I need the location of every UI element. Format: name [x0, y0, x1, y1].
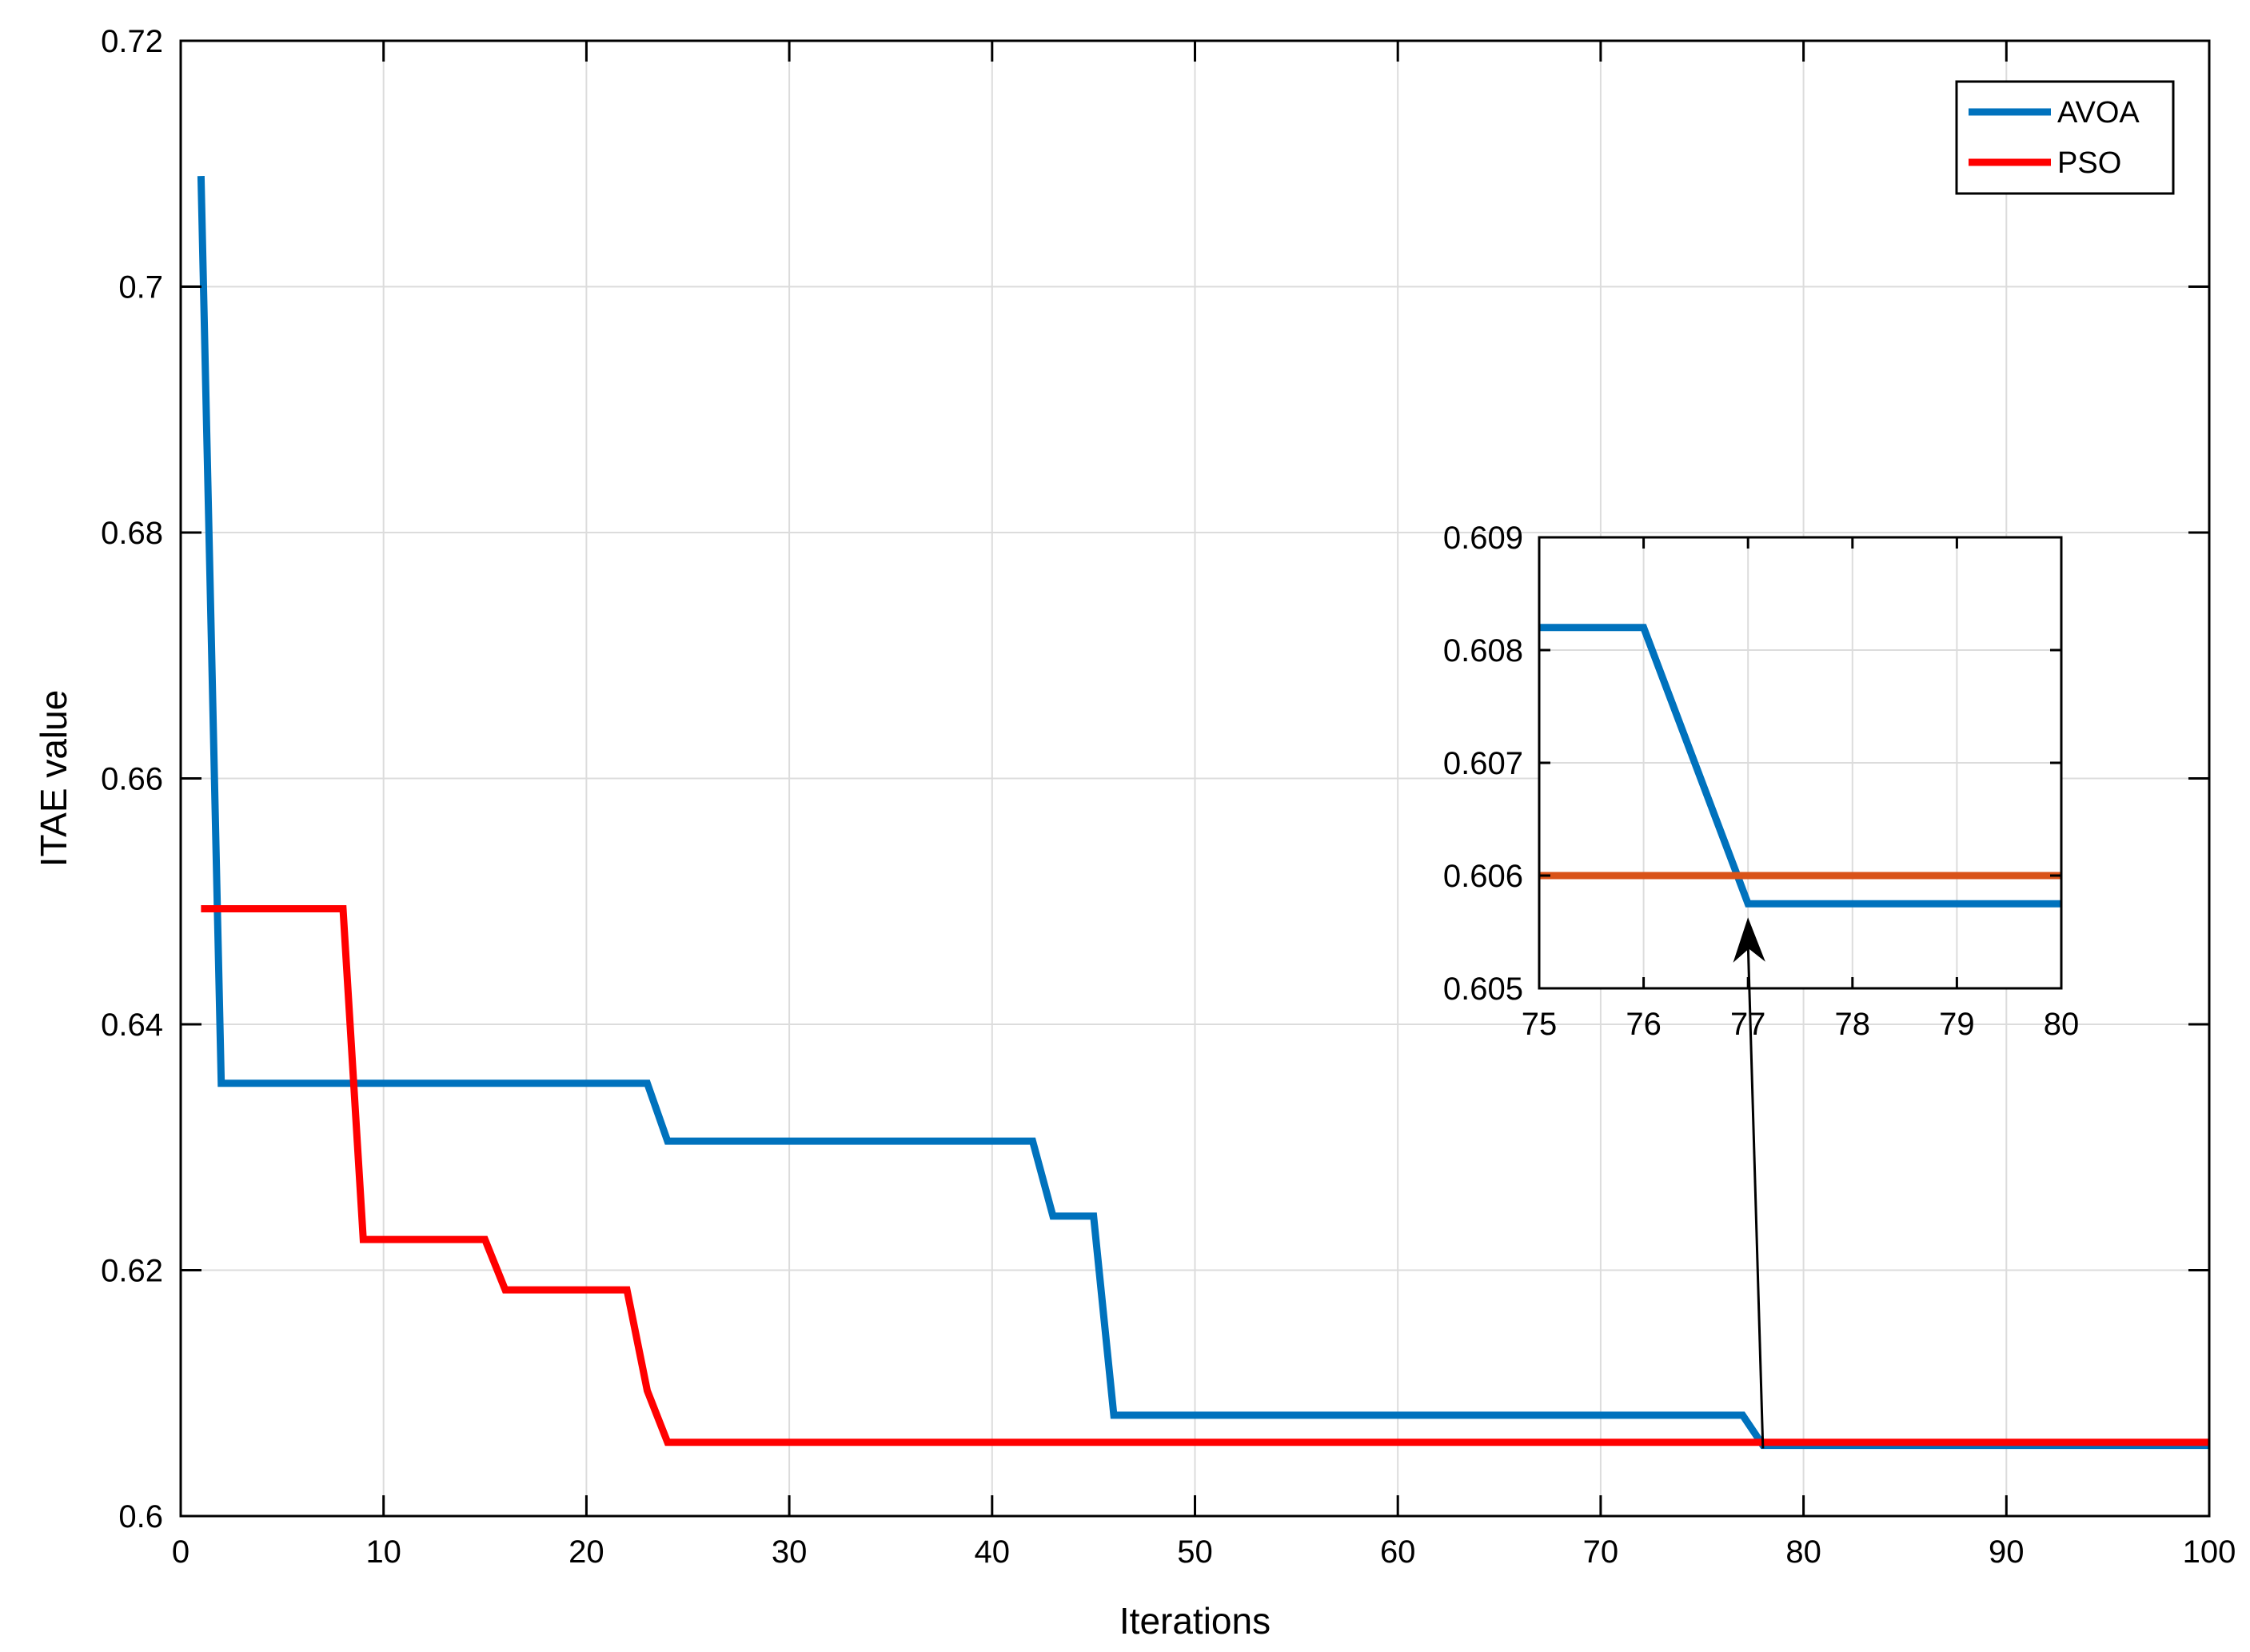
inset-x-tick-label: 76 — [1626, 1007, 1662, 1042]
inset-x-tick-label: 80 — [2044, 1007, 2080, 1042]
main-x-tick-label: 20 — [568, 1534, 604, 1570]
inset-axes — [1539, 537, 2061, 988]
inset-x-tick-label: 75 — [1522, 1007, 1558, 1042]
main-x-tick-label: 100 — [2183, 1534, 2236, 1570]
x-axis-title: Iterations — [1119, 1600, 1271, 1642]
main-y-tick-label: 0.72 — [101, 24, 163, 59]
inset-y-tick-label: 0.605 — [1443, 972, 1523, 1007]
main-x-tick-label: 90 — [1989, 1534, 2025, 1570]
legend: AVOA PSO — [1957, 82, 2173, 194]
main-y-tick-label: 0.62 — [101, 1254, 163, 1289]
main-x-tick-label: 80 — [1785, 1534, 1821, 1570]
main-y-tick-label: 0.66 — [101, 762, 163, 797]
inset-x-tick-label: 77 — [1730, 1007, 1766, 1042]
main-y-tick-label: 0.68 — [101, 516, 163, 551]
main-y-tick-label: 0.6 — [118, 1499, 163, 1534]
main-x-tick-label: 70 — [1583, 1534, 1619, 1570]
main-x-tick-label: 10 — [365, 1534, 401, 1570]
main-x-tick-label: 50 — [1177, 1534, 1213, 1570]
main-x-tick-label: 40 — [975, 1534, 1011, 1570]
y-axis-title: ITAE value — [33, 690, 74, 868]
inset-y-tick-label: 0.606 — [1443, 859, 1523, 894]
main-y-tick-label: 0.64 — [101, 1008, 163, 1043]
main-x-tick-label: 60 — [1380, 1534, 1416, 1570]
legend-label-pso: PSO — [2057, 146, 2121, 180]
legend-label-avoa: AVOA — [2057, 96, 2140, 130]
main-y-tick-label: 0.7 — [118, 270, 163, 305]
inset-y-tick-label: 0.608 — [1443, 633, 1523, 668]
inset-x-tick-label: 79 — [1939, 1007, 1975, 1042]
inset-y-tick-label: 0.609 — [1443, 521, 1523, 556]
main-x-tick-label: 30 — [772, 1534, 808, 1570]
inset-y-tick-label: 0.607 — [1443, 746, 1523, 781]
inset-x-tick-label: 78 — [1835, 1007, 1871, 1042]
main-x-tick-label: 0 — [172, 1534, 189, 1570]
